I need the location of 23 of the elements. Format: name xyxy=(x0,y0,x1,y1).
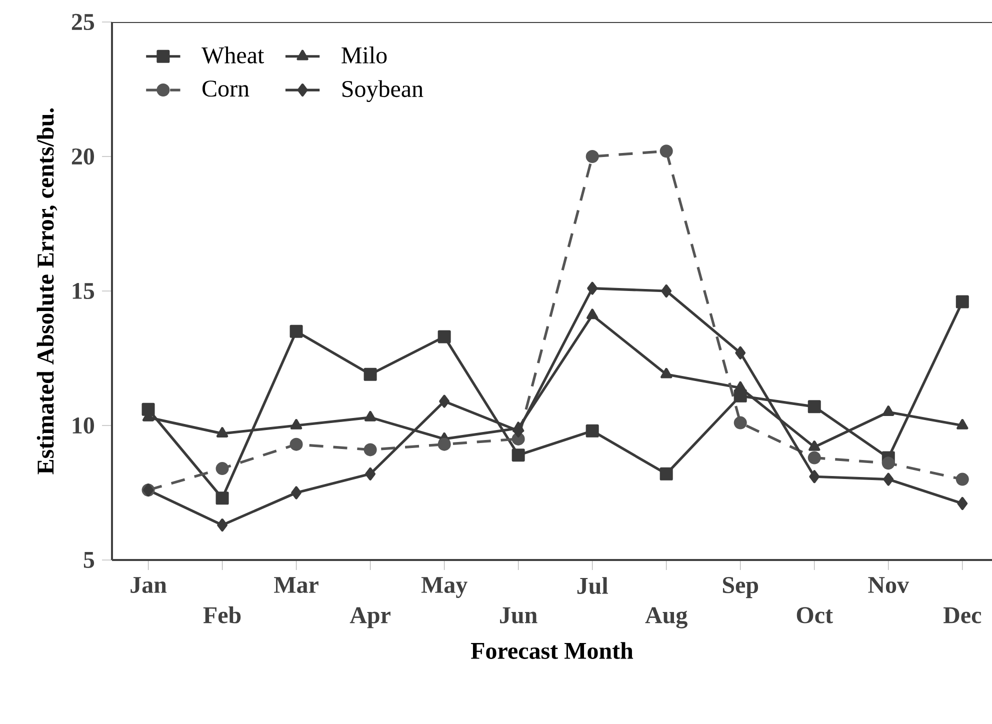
x-tick-label: Apr xyxy=(350,607,390,628)
y-axis-title: Estimated Absolute Error, cents/bu. xyxy=(36,108,58,474)
legend-label: Corn xyxy=(202,80,250,97)
x-tick-label: May xyxy=(421,577,468,598)
legend-label: Wheat xyxy=(202,46,264,64)
x-tick-label: Jun xyxy=(500,607,538,624)
x-tick-label: Feb xyxy=(203,606,241,624)
y-tick-label: 25 xyxy=(72,14,94,30)
x-tick-label: Mar xyxy=(274,577,318,594)
x-tick-label: Jul xyxy=(577,577,608,594)
y-tick-label: 15 xyxy=(72,282,94,300)
x-tick-label: Sep xyxy=(722,577,758,598)
legend-label: Soybean xyxy=(342,80,424,102)
legend-label: Milo xyxy=(342,46,387,64)
y-tick-label: 10 xyxy=(72,417,94,434)
x-tick-label: Aug xyxy=(645,607,688,628)
y-tick-label: 5 xyxy=(84,552,94,568)
x-tick-label: Nov xyxy=(868,577,910,594)
x-tick-label: Jan xyxy=(130,577,167,594)
x-axis-title: Forecast Month xyxy=(470,642,634,659)
y-tick-label: 20 xyxy=(72,148,94,165)
x-tick-label: Oct xyxy=(796,607,833,624)
x-tick-label: Dec xyxy=(943,607,982,624)
